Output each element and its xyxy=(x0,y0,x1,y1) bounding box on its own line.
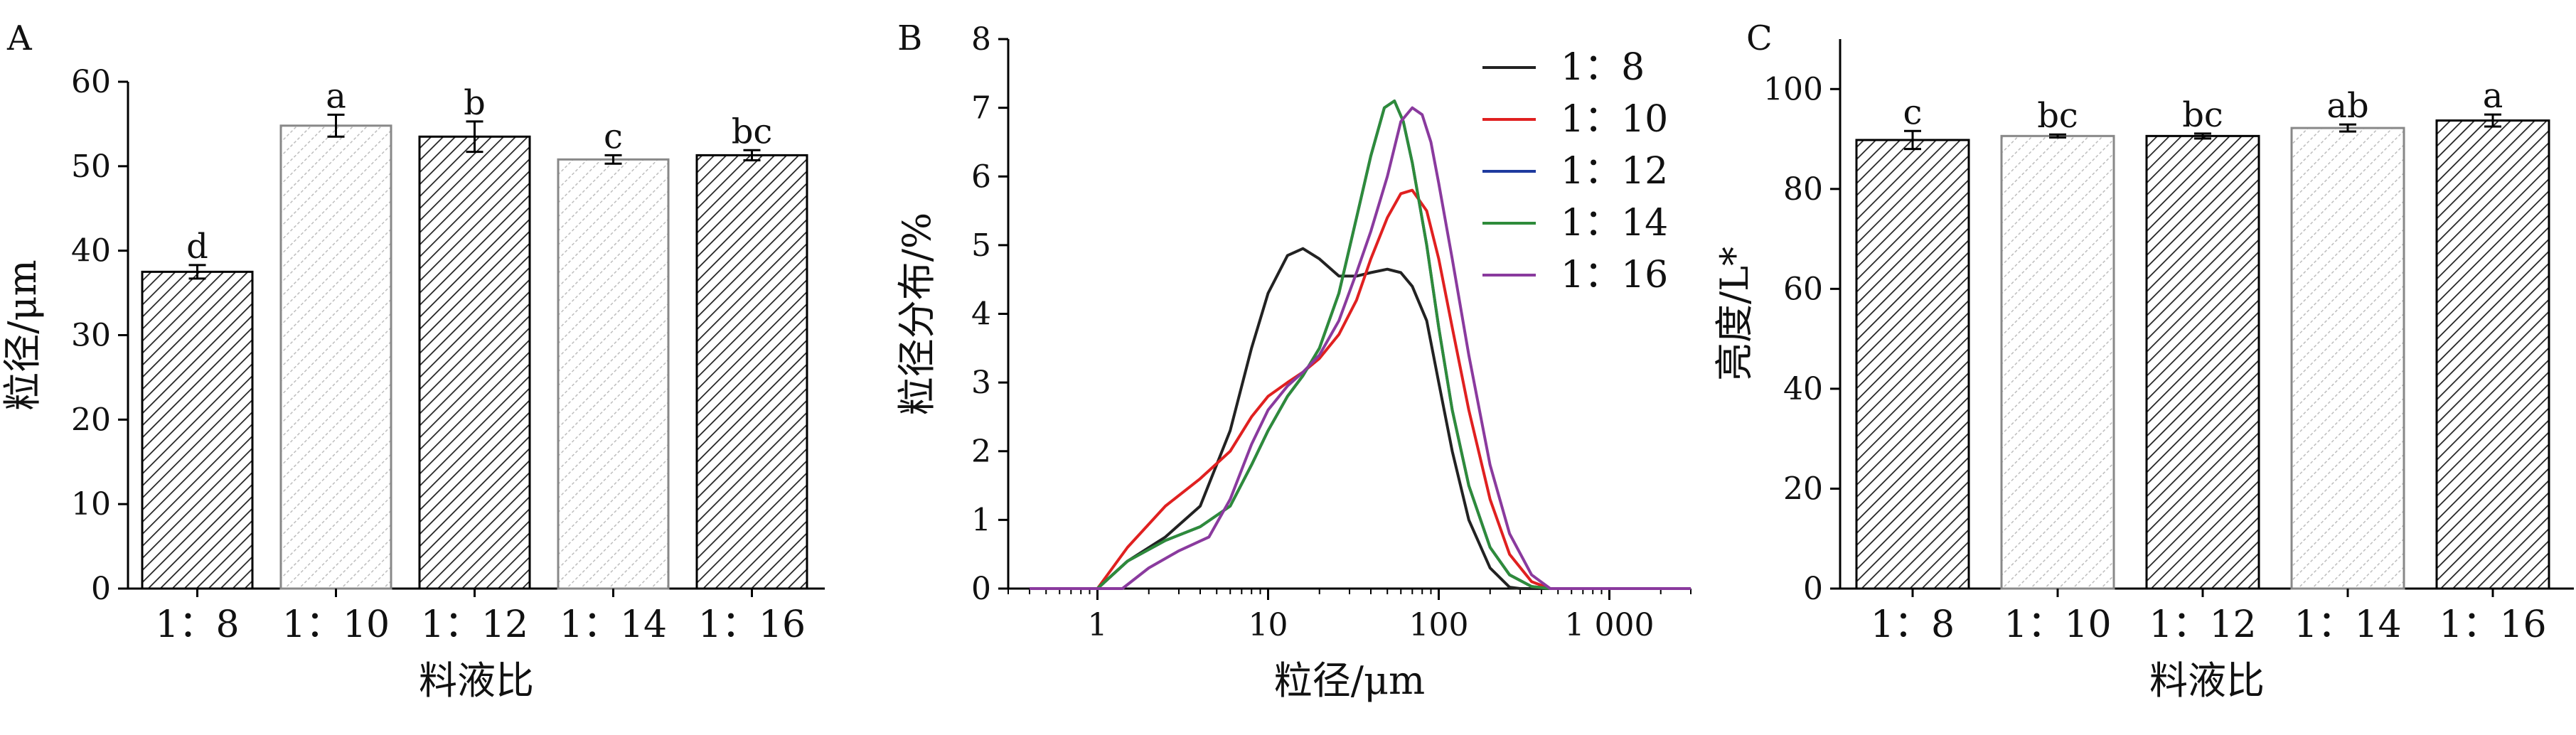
x-tick-label: 100 xyxy=(1409,607,1468,643)
bar xyxy=(2000,134,2115,590)
y-tick-label: 7 xyxy=(971,90,991,127)
x-tick-label: 1：10 xyxy=(2004,603,2111,646)
y-tick-label: 0 xyxy=(971,571,991,607)
y-tick-label: 30 xyxy=(71,318,111,354)
y-tick-label: 20 xyxy=(71,402,111,438)
series-line xyxy=(1030,188,1691,590)
y-tick-label: 80 xyxy=(1783,171,1823,208)
y-tick-label: 3 xyxy=(971,365,991,401)
x-tick-label: 1：8 xyxy=(1871,603,1955,646)
series-line xyxy=(1030,106,1691,590)
legend-label: 1：10 xyxy=(1561,98,1668,141)
significance-label: a xyxy=(2483,76,2503,116)
x-tick-label: 1：10 xyxy=(282,603,390,646)
x-tick-label: 1：14 xyxy=(2294,603,2401,646)
bar xyxy=(2145,134,2260,590)
panel-a: A 0 10 20 30 40 50 60 d 1：8 a 1：10 b 1：12 c 1：14 bc 1：16… xyxy=(0,18,825,703)
y-tick-label: 60 xyxy=(1783,271,1823,307)
y-tick-label: 4 xyxy=(971,296,991,333)
y-tick-label: 0 xyxy=(1803,571,1823,607)
x-tick-label: 10 xyxy=(1248,607,1288,643)
y-tick-label: 1 xyxy=(971,502,991,538)
panel-b: B 0 1 2 3 4 5 6 7 8 1 10 100 1 000 1：8 1：10 1：12 1：14 1：1… xyxy=(894,18,1691,703)
panel-c: C 0 20 40 60 80 100 c 1：8 bc 1：10 bc 1：12 ab 1：14 a 1：1… xyxy=(1712,18,2574,703)
bar xyxy=(2435,119,2550,590)
significance-label: b xyxy=(464,83,486,123)
x-axis-title: 料液比 xyxy=(2149,658,2265,703)
bar xyxy=(1855,139,1970,590)
x-tick-label: 1：16 xyxy=(698,603,806,646)
y-tick-label: 60 xyxy=(71,64,111,100)
y-tick-label: 40 xyxy=(1783,371,1823,407)
x-tick-label: 1：12 xyxy=(2149,603,2256,646)
y-axis-title: 亮度/L* xyxy=(1712,247,1757,381)
x-axis-title: 粒径/μm xyxy=(1274,658,1426,703)
significance-label: ab xyxy=(2326,86,2368,126)
y-axis-title: 粒径分布/% xyxy=(894,213,939,416)
y-tick-label: 6 xyxy=(971,159,991,195)
x-tick-label: 1：14 xyxy=(560,603,667,646)
legend-label: 1：14 xyxy=(1561,202,1668,245)
y-tick-label: 8 xyxy=(971,21,991,58)
legend-label: 1：8 xyxy=(1561,46,1645,89)
significance-label: c xyxy=(604,117,623,156)
bar xyxy=(279,124,392,590)
bar xyxy=(695,154,808,590)
bar xyxy=(418,135,531,590)
y-tick-label: 2 xyxy=(971,434,991,470)
x-tick-label: 1：16 xyxy=(2439,603,2546,646)
y-tick-label: 10 xyxy=(71,486,111,522)
legend-label: 1：16 xyxy=(1561,254,1668,296)
x-tick-label: 1 xyxy=(1087,607,1107,643)
series-line xyxy=(1030,100,1691,590)
y-tick-label: 40 xyxy=(71,233,111,269)
y-tick-label: 5 xyxy=(971,227,991,264)
series-line xyxy=(1030,247,1691,590)
significance-label: bc xyxy=(2037,96,2078,136)
x-tick-label: 1：8 xyxy=(155,603,239,646)
y-tick-label: 20 xyxy=(1783,471,1823,507)
legend-label: 1：12 xyxy=(1561,150,1668,193)
panel-a-letter: A xyxy=(6,18,33,58)
significance-label: c xyxy=(1903,92,1923,132)
y-tick-label: 0 xyxy=(91,571,111,607)
bar xyxy=(557,158,670,590)
x-tick-label: 1：12 xyxy=(421,603,528,646)
panel-c-letter: C xyxy=(1746,18,1773,58)
significance-label: bc xyxy=(2182,95,2223,135)
y-tick-label: 50 xyxy=(71,149,111,185)
significance-label: bc xyxy=(732,112,773,151)
x-tick-label: 1 000 xyxy=(1565,607,1655,643)
x-axis-title: 料液比 xyxy=(419,658,534,703)
bar xyxy=(2290,127,2405,590)
significance-label: d xyxy=(186,227,208,267)
panel-b-letter: B xyxy=(897,18,922,58)
significance-label: a xyxy=(326,76,346,116)
y-axis-title: 粒径/μm xyxy=(0,259,45,411)
bar xyxy=(141,270,254,590)
y-tick-label: 100 xyxy=(1763,71,1823,107)
